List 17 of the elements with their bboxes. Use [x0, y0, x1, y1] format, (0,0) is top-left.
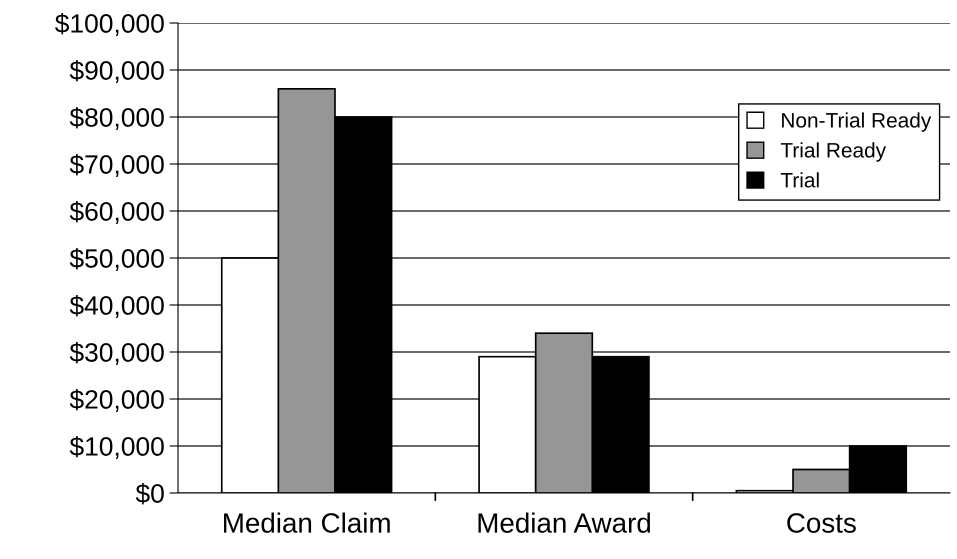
y-tick-label: $70,000	[70, 154, 164, 177]
y-tick-label: $20,000	[70, 389, 164, 412]
y-tick-label: $100,000	[55, 13, 164, 36]
y-tick-label: $0	[136, 483, 164, 504]
x-tick-label: Median Claim	[224, 512, 390, 533]
y-tick-label: $60,000	[70, 201, 164, 224]
x-tick-label: Median Award	[478, 512, 650, 533]
y-tick-label: $40,000	[70, 295, 164, 318]
y-tick-label: $30,000	[70, 342, 164, 365]
y-tick-label: $10,000	[70, 436, 164, 459]
legend-label: Trial Ready	[780, 142, 886, 162]
x-tick-label: Costs	[787, 513, 856, 533]
y-tick-label: $50,000	[70, 248, 164, 271]
y-tick-label: $80,000	[70, 107, 164, 130]
legend-label: Non-Trial Ready	[782, 112, 932, 132]
y-tick-label: $90,000	[70, 60, 164, 83]
legend-label: Trial	[780, 172, 819, 188]
